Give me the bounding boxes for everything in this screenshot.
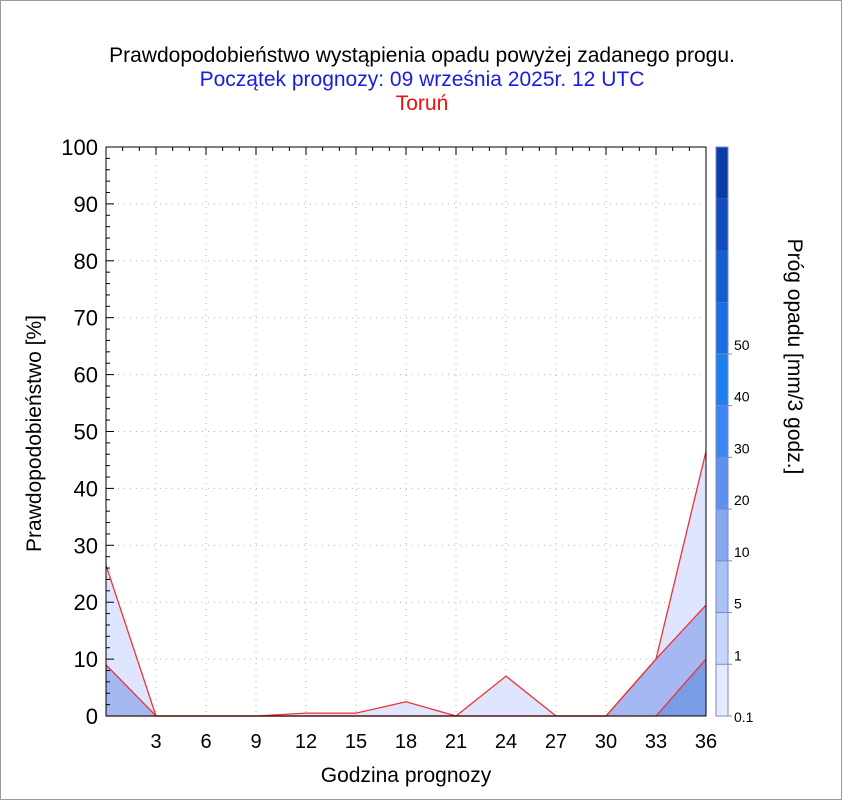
x-tick-label: 33 (645, 731, 667, 753)
y-tick-label: 50 (74, 420, 98, 445)
colorbar-tick-label: 5 (734, 596, 742, 612)
colorbar-segment (716, 509, 728, 561)
x-tick-label: 21 (445, 731, 467, 753)
x-tick-label: 6 (200, 731, 211, 753)
series-line-0.1 (105, 451, 707, 717)
colorbar-tick-label: 50 (734, 337, 750, 353)
colorbar-segment (716, 302, 728, 354)
x-tick-label: 27 (545, 731, 567, 753)
y-tick-label: 90 (74, 192, 98, 217)
x-tick-label: 18 (395, 731, 417, 753)
colorbar-segment (716, 147, 728, 199)
colorbar-segment (716, 353, 728, 406)
colorbar-tick-label: 1 (734, 647, 742, 663)
colorbar-segment (716, 457, 728, 510)
y-tick-label: 80 (74, 249, 98, 274)
x-tick-label: 36 (695, 731, 717, 753)
colorbar-segment (716, 560, 728, 613)
colorbar-tick-label: 30 (734, 440, 750, 456)
y-tick-label: 20 (74, 590, 98, 615)
chart-title: Prawdopodobieństwo wystąpienia opadu pow… (109, 44, 735, 67)
y-tick-label: 70 (74, 306, 98, 331)
y-tick-label: 100 (61, 135, 98, 160)
series-area-0.1 (106, 451, 706, 716)
colorbar-tick-label: 10 (734, 544, 750, 560)
series-area-1 (106, 605, 706, 716)
y-tick-label: 10 (74, 647, 98, 672)
y-axis-label: Prawdopodobieństwo [%] (23, 315, 46, 552)
x-tick-label: 30 (595, 731, 617, 753)
colorbar-segment (716, 405, 728, 458)
x-tick-label: 12 (295, 731, 317, 753)
colorbar-tick-label: 40 (734, 389, 750, 405)
colorbar-tick-label: 20 (734, 492, 750, 508)
colorbar-segment (716, 612, 728, 665)
y-tick-label: 30 (74, 533, 98, 558)
y-tick-label: 60 (74, 363, 98, 388)
chart-subtitle: Początek prognozy: 09 września 2025r. 12… (199, 68, 645, 91)
y-tick-label: 40 (74, 476, 98, 501)
colorbar-segment (716, 250, 728, 303)
chart-location: Toruń (395, 92, 449, 115)
x-tick-label: 3 (150, 731, 161, 753)
colorbar-label: Próg opadu [mm/3 godz.] (783, 239, 806, 475)
x-tick-label: 9 (250, 731, 261, 753)
colorbar: 0.1 1 5 10 20 30 40 50 (715, 146, 754, 725)
y-tick-label: 0 (86, 704, 98, 729)
x-axis-label: Godzina prognozy (321, 764, 492, 787)
colorbar-tick-label: 0.1 (734, 709, 754, 725)
x-tick-label: 24 (495, 731, 517, 753)
x-tick-label: 15 (345, 731, 367, 753)
colorbar-segment (716, 664, 728, 716)
colorbar-segment (716, 198, 728, 251)
